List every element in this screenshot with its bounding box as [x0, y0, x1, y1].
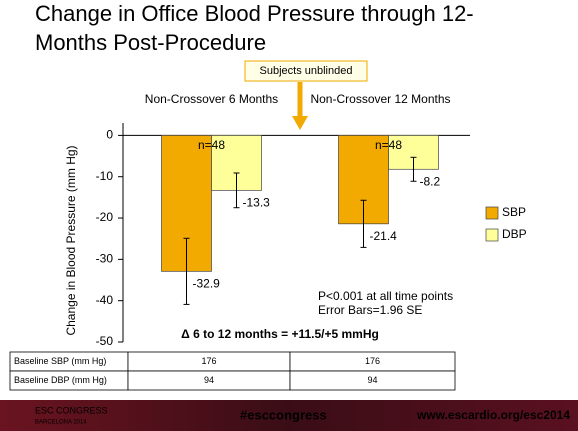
y-tick-label: 0: [106, 128, 113, 142]
table-text: Baseline DBP (mm Hg): [14, 375, 107, 385]
note: P<0.001 at all time points: [318, 289, 453, 303]
table-text: 94: [367, 375, 377, 385]
footer-url: www.escardio.org/esc2014: [416, 408, 570, 422]
note: Error Bars=1.96 SE: [318, 303, 422, 317]
y-tick-label: -40: [96, 293, 114, 307]
arrow-head: [292, 116, 308, 130]
y-tick-label: -20: [96, 210, 114, 224]
callout: Subjects unblinded: [260, 65, 353, 77]
category-label: Non-Crossover 12 Months: [310, 92, 450, 106]
legend-swatch: [485, 206, 499, 220]
value-label: -8.2: [420, 174, 441, 188]
legend-label: SBP: [502, 205, 526, 219]
n-label: n=48: [198, 138, 225, 152]
y-axis-label: Change in Blood Pressure (mm Hg): [64, 145, 78, 335]
y-tick-label: -50: [96, 334, 114, 348]
table-text: Baseline SBP (mm Hg): [14, 356, 106, 366]
footer-band: [0, 400, 578, 431]
value-label: -13.3: [243, 196, 271, 210]
legend-label: DBP: [502, 227, 527, 241]
footer-hashtag: #esccongress: [240, 407, 327, 422]
footer-city: BARCELONA 2014: [35, 420, 87, 426]
table-text: 176: [201, 356, 216, 366]
category-label: Non-Crossover 6 Months: [145, 92, 278, 106]
n-label: n=48: [375, 138, 402, 152]
callout-box: [244, 60, 368, 82]
delta-note: Δ 6 to 12 months = +11.5/+5 mmHg: [181, 327, 379, 341]
title-line: Months Post-Procedure: [35, 30, 266, 55]
legend-swatch: [485, 228, 499, 242]
footer-congress: ESC CONGRESS: [35, 405, 108, 415]
table-text: 176: [365, 356, 380, 366]
title-line: Change in Office Blood Pressure through …: [35, 1, 474, 26]
value-label: -32.9: [193, 277, 221, 291]
value-label: -21.4: [370, 229, 398, 243]
y-tick-label: -30: [96, 252, 114, 266]
table-text: 94: [204, 375, 214, 385]
table-cell: [289, 370, 456, 391]
y-tick-label: -10: [96, 169, 114, 183]
